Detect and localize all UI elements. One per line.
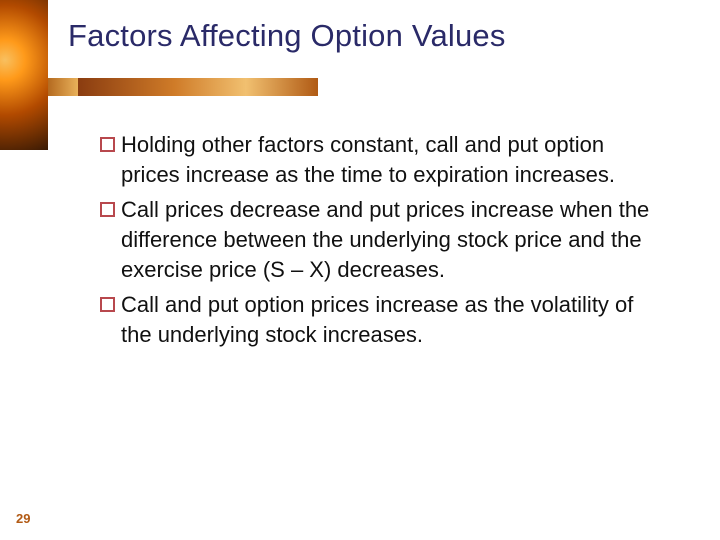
accent-seg-1: [48, 78, 78, 96]
bullet-text: Call and put option prices increase as t…: [121, 290, 660, 351]
list-item: Call prices decrease and put prices incr…: [100, 195, 660, 286]
accent-bar: [48, 78, 318, 96]
bullet-text: Call prices decrease and put prices incr…: [121, 195, 660, 286]
decorative-orb-graphic: [0, 0, 48, 150]
list-item: Holding other factors constant, call and…: [100, 130, 660, 191]
page-number: 29: [16, 511, 30, 526]
bullet-list: Holding other factors constant, call and…: [100, 130, 660, 355]
accent-seg-2: [78, 78, 318, 96]
list-item: Call and put option prices increase as t…: [100, 290, 660, 351]
bullet-text: Holding other factors constant, call and…: [121, 130, 660, 191]
square-bullet-icon: [100, 297, 115, 312]
square-bullet-icon: [100, 202, 115, 217]
title-block: Factors Affecting Option Values: [68, 18, 668, 54]
square-bullet-icon: [100, 137, 115, 152]
slide-title: Factors Affecting Option Values: [68, 18, 668, 54]
